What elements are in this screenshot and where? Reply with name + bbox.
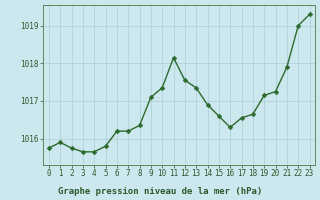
Text: Graphe pression niveau de la mer (hPa): Graphe pression niveau de la mer (hPa) — [58, 188, 262, 196]
